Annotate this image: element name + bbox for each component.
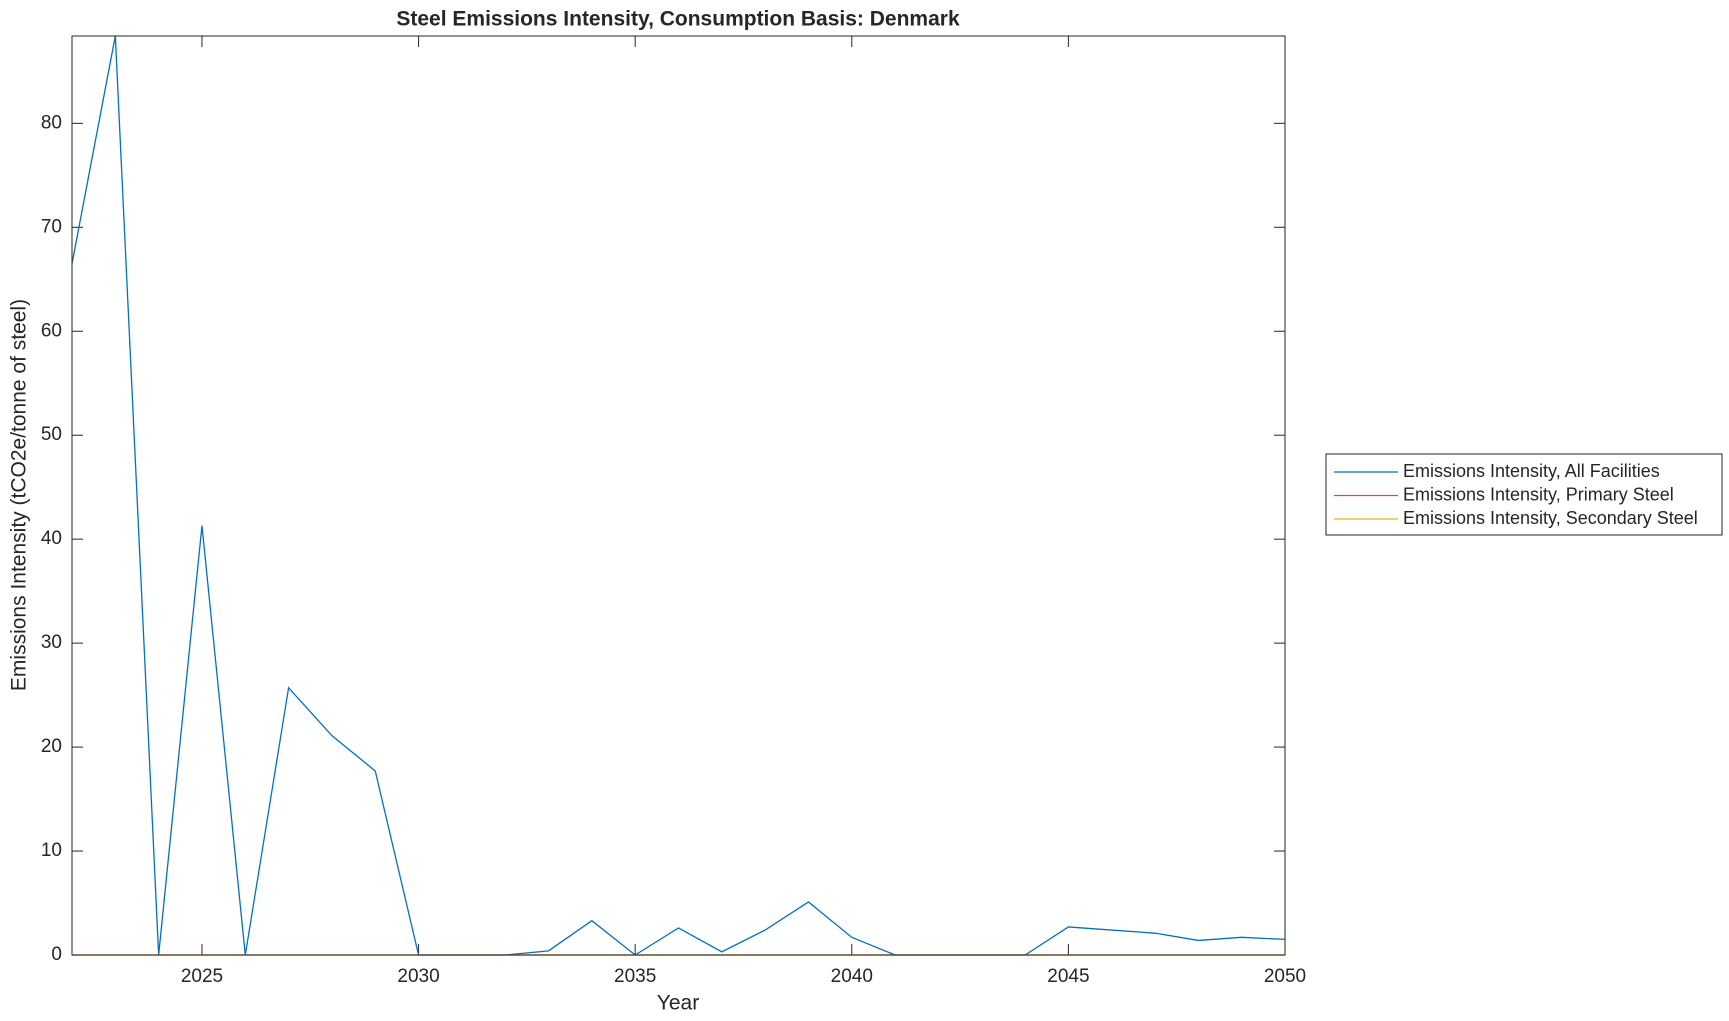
x-tick-label: 2045 [1047, 966, 1089, 987]
y-tick-label: 30 [41, 632, 62, 653]
y-tick-label: 40 [41, 528, 62, 549]
x-tick-label: 2040 [831, 966, 873, 987]
legend-box [1325, 453, 1723, 536]
y-tick-label: 60 [41, 320, 62, 341]
y-tick-label: 50 [41, 424, 62, 445]
chart-title: Steel Emissions Intensity, Consumption B… [396, 8, 960, 31]
legend-label: Emissions Intensity, Primary Steel [1403, 484, 1674, 504]
x-tick-label: 2030 [397, 966, 439, 987]
x-axis-label: Year [657, 992, 699, 1015]
y-tick-label: 10 [41, 840, 62, 861]
series-line [71, 35, 1286, 956]
x-tick-label: 2025 [181, 966, 223, 987]
y-axis-label: Emissions Intensity (tCO2e/tonne of stee… [8, 299, 31, 691]
plot-frame [71, 35, 1286, 956]
y-tick-label: 80 [41, 112, 62, 133]
x-tick-label: 2035 [614, 966, 656, 987]
x-tick-label: 2050 [1264, 966, 1306, 987]
legend-label: Emissions Intensity, Secondary Steel [1403, 508, 1698, 528]
y-tick-label: 70 [41, 216, 62, 237]
legend-label: Emissions Intensity, All Facilities [1403, 461, 1660, 481]
y-tick-label: 0 [51, 944, 62, 965]
y-tick-label: 20 [41, 736, 62, 757]
